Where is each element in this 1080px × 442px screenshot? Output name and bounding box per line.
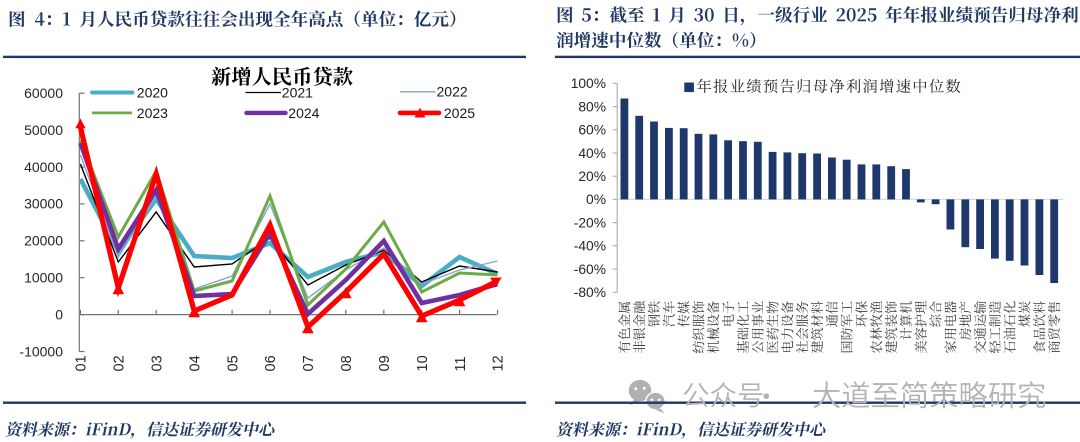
svg-text:40000: 40000 — [24, 159, 63, 175]
svg-text:12: 12 — [491, 355, 507, 371]
svg-text:20%: 20% — [578, 169, 606, 184]
svg-text:01: 01 — [74, 355, 90, 371]
svg-text:02: 02 — [112, 355, 128, 371]
svg-text:60%: 60% — [578, 123, 606, 138]
svg-text:30000: 30000 — [24, 196, 63, 212]
svg-text:10000: 10000 — [24, 270, 63, 286]
svg-text:2023: 2023 — [137, 105, 168, 121]
svg-text:2020: 2020 — [137, 84, 168, 100]
svg-text:50000: 50000 — [24, 122, 63, 138]
svg-text:-20%: -20% — [574, 215, 606, 230]
svg-text:10: 10 — [415, 355, 431, 371]
svg-text:-60%: -60% — [574, 262, 606, 277]
svg-text:07: 07 — [301, 355, 317, 371]
svg-text:03: 03 — [149, 355, 165, 371]
svg-text:08: 08 — [339, 355, 355, 371]
svg-text:2024: 2024 — [288, 105, 319, 121]
svg-text:0%: 0% — [586, 192, 606, 207]
svg-text:09: 09 — [377, 355, 393, 371]
svg-text:2025: 2025 — [444, 105, 475, 121]
svg-text:60000: 60000 — [24, 85, 63, 101]
svg-text:20000: 20000 — [24, 233, 63, 249]
svg-text:-40%: -40% — [574, 239, 606, 254]
svg-text:0: 0 — [55, 306, 63, 322]
svg-text:2021: 2021 — [282, 84, 313, 100]
svg-text:11: 11 — [453, 356, 469, 371]
svg-text:-80%: -80% — [574, 285, 606, 300]
svg-text:100%: 100% — [571, 76, 606, 91]
svg-text:-10000: -10000 — [19, 343, 63, 359]
svg-text:2022: 2022 — [437, 84, 468, 100]
svg-text:06: 06 — [263, 355, 279, 371]
svg-text:40%: 40% — [578, 146, 606, 161]
svg-text:05: 05 — [225, 355, 241, 371]
svg-text:80%: 80% — [578, 99, 606, 114]
svg-text:04: 04 — [187, 355, 203, 371]
